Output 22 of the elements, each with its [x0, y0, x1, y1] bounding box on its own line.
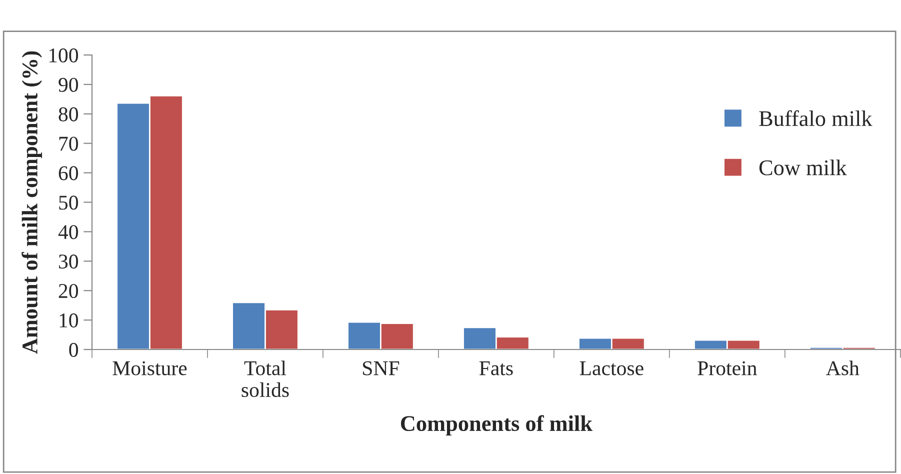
- y-tick-label: 40: [58, 225, 78, 240]
- x-tick-label: Lactose: [580, 361, 644, 376]
- y-tick-label: 10: [60, 313, 78, 328]
- y-tick-label: 100: [49, 48, 78, 62]
- x-tick-label: Fats: [479, 361, 513, 376]
- y-tick-label: 90: [58, 78, 78, 92]
- y-tick-label: 50: [59, 196, 78, 210]
- x-tick-label: Total solids: [242, 360, 289, 398]
- y-tick-label: 30: [58, 254, 78, 269]
- legend-label: Buffalo milk: [759, 110, 872, 126]
- y-tick-label: 60: [58, 166, 78, 180]
- x-tick-label: SNF: [363, 361, 400, 376]
- y-axis-title: Amount of milk component (%): [22, 51, 42, 354]
- y-tick-label: 20: [58, 284, 78, 298]
- y-tick-label: 80: [58, 107, 78, 122]
- y-tick-label: 70: [59, 136, 78, 151]
- legend-label: Cow milk: [759, 160, 847, 176]
- x-tick-label: Moisture: [112, 361, 187, 376]
- x-tick-label: Protein: [698, 361, 757, 376]
- y-tick-label: 0: [69, 342, 78, 357]
- x-tick-label: Ash: [826, 360, 860, 376]
- x-axis-title: Components of milk: [400, 415, 592, 436]
